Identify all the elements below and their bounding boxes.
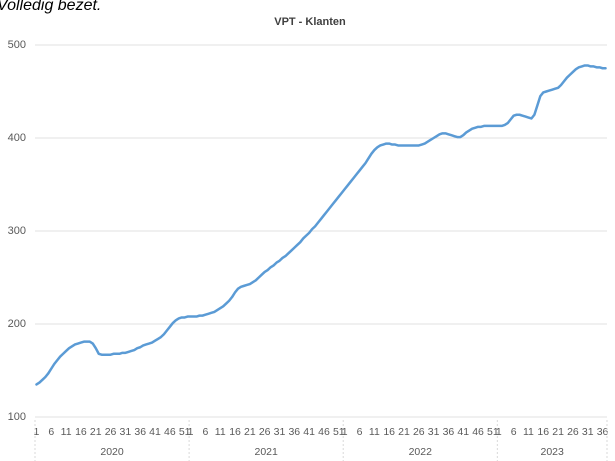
x-tick-label: 36 [288, 426, 300, 438]
x-tick-label: 41 [457, 426, 469, 438]
group-label: 2020 [100, 446, 124, 458]
chart-title: VPT - Klanten [274, 16, 346, 28]
x-tick-label: 36 [443, 426, 455, 438]
x-tick-label: 21 [244, 426, 256, 438]
x-tick-label: 21 [90, 426, 102, 438]
x-tick-label: 1 [496, 426, 502, 438]
x-tick-label: 16 [75, 426, 87, 438]
x-tick-label: 11 [215, 426, 226, 438]
x-tick-label: 11 [61, 426, 72, 438]
x-tick-label: 6 [357, 426, 363, 438]
x-tick-label: 16 [537, 426, 549, 438]
x-tick-label: 51 [333, 426, 345, 438]
y-tick-label: 100 [8, 411, 26, 423]
x-tick-label: 41 [149, 426, 161, 438]
x-tick-label: 36 [597, 426, 609, 438]
x-tick-label: 6 [202, 426, 208, 438]
y-tick-label: 300 [8, 225, 26, 237]
x-tick-label: 51 [179, 426, 191, 438]
y-tick-label: 400 [8, 132, 26, 144]
x-tick-label: 31 [274, 426, 286, 438]
group-label: 2022 [409, 446, 433, 458]
x-tick-label: 26 [259, 426, 271, 438]
group-label: 2023 [540, 446, 564, 458]
x-tick-label: 16 [383, 426, 395, 438]
y-tick-label: 200 [8, 318, 26, 330]
x-tick-label: 26 [413, 426, 425, 438]
x-tick-label: 1 [188, 426, 194, 438]
x-tick-label: 31 [120, 426, 132, 438]
line [35, 64, 607, 386]
group-label: 2021 [254, 446, 278, 458]
x-tick-label: 26 [105, 426, 117, 438]
x-tick-label: 36 [134, 426, 146, 438]
x-tick-label: 16 [229, 426, 241, 438]
x-tick-label: 21 [552, 426, 564, 438]
x-tick-label: 6 [48, 426, 54, 438]
x-tick-label: 21 [398, 426, 410, 438]
x-tick-label: 6 [511, 426, 517, 438]
x-tick-label: 26 [567, 426, 579, 438]
x-tick-label: 11 [369, 426, 380, 438]
note: Volledig bezet. [0, 0, 101, 14]
x-tick-label: 31 [428, 426, 440, 438]
x-tick-label: 31 [582, 426, 594, 438]
x-tick-label: 1 [342, 426, 348, 438]
x-tick-label: 46 [318, 426, 330, 438]
y-tick-label: 500 [8, 39, 26, 51]
x-tick-label: 51 [487, 426, 499, 438]
x-tick-label: 46 [472, 426, 484, 438]
x-tick-label: 11 [523, 426, 534, 438]
x-tick-label: 1 [34, 426, 40, 438]
x-tick-label: 41 [303, 426, 315, 438]
x-tick-label: 46 [164, 426, 176, 438]
